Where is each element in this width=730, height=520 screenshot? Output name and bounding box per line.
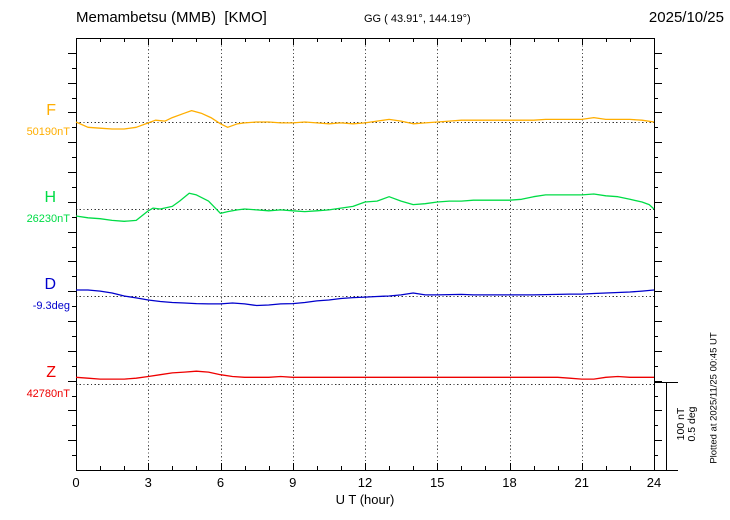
series-curve-F: [75, 109, 655, 130]
series-curve-D: [76, 289, 655, 307]
x-tick-label-24: 24: [646, 475, 662, 490]
series-letter-Z: Z: [46, 363, 56, 381]
observation-date: 2025/10/25: [648, 9, 724, 26]
series-ref-D: -9.3deg: [32, 300, 70, 312]
x-tick-label-3: 3: [144, 475, 152, 490]
x-tick-label-0: 0: [72, 475, 80, 490]
x-tick-label-21: 21: [574, 475, 589, 490]
series-letter-F: F: [46, 102, 56, 119]
series-ref-F: 50190nT: [26, 126, 70, 138]
x-axis-title: U T (hour): [335, 492, 395, 507]
series-letter-H: H: [44, 189, 56, 206]
station-title: Memambetsu (MMB) [KMO]: [76, 9, 267, 26]
x-tick-label-9: 9: [289, 475, 297, 490]
x-tick-label-6: 6: [216, 475, 225, 490]
scale-bar-label: 100 nT 0.5 deg: [675, 406, 698, 442]
x-tick-label-18: 18: [502, 475, 517, 490]
series-letter-D: D: [44, 276, 56, 293]
series-ref-H: 26230nT: [26, 213, 70, 225]
x-tick-label-15: 15: [430, 475, 445, 490]
series-curve-H: [75, 192, 655, 222]
series-ref-Z: 42780nT: [26, 387, 70, 400]
plotted-at-note: Plotted at 2025/11/25 00:45 UT: [708, 332, 720, 464]
x-tick-label-12: 12: [357, 475, 373, 490]
scale-deg-label: 0.5 deg: [686, 406, 698, 442]
plot-frame: [76, 38, 655, 471]
geographic-coords: GG ( 43.91°, 144.19°): [364, 13, 471, 25]
series-curve-Z: [75, 370, 654, 380]
